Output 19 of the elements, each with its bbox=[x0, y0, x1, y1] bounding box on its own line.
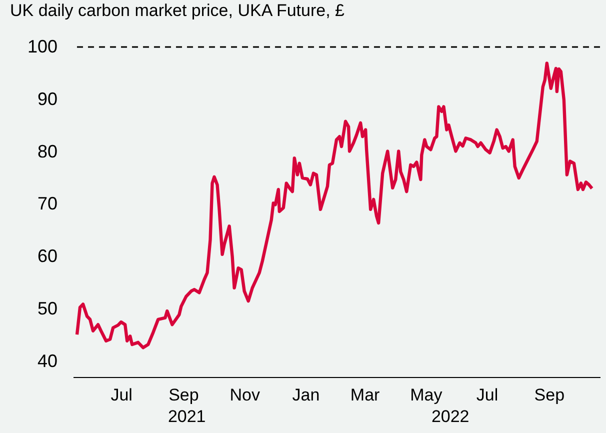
y-tick-label: 40 bbox=[37, 350, 58, 371]
line-series bbox=[75, 62, 594, 350]
chart-title: UK daily carbon market price, UKA Future, £ bbox=[10, 1, 346, 20]
y-tick-label: 100 bbox=[27, 36, 58, 56]
x-tick-label: Sep bbox=[534, 386, 565, 404]
x-tick-label: Mar bbox=[350, 386, 380, 404]
y-tick-label: 90 bbox=[37, 88, 58, 109]
y-tick-label: 70 bbox=[37, 194, 58, 214]
x-tick-label: Nov bbox=[230, 386, 260, 404]
x-tick-label: Jan bbox=[292, 386, 320, 404]
y-tick-label: 60 bbox=[37, 246, 58, 266]
text: 2022 bbox=[431, 407, 470, 426]
x-tick-label: Sep bbox=[168, 386, 199, 404]
text: 2021 bbox=[168, 407, 206, 426]
y-tick-label: 50 bbox=[37, 298, 58, 318]
x-tick-label: Jul bbox=[110, 386, 132, 404]
x-tick-label: Jul bbox=[476, 386, 498, 404]
x-tick-label: May bbox=[410, 386, 443, 404]
y-tick-label: 80 bbox=[37, 141, 58, 162]
